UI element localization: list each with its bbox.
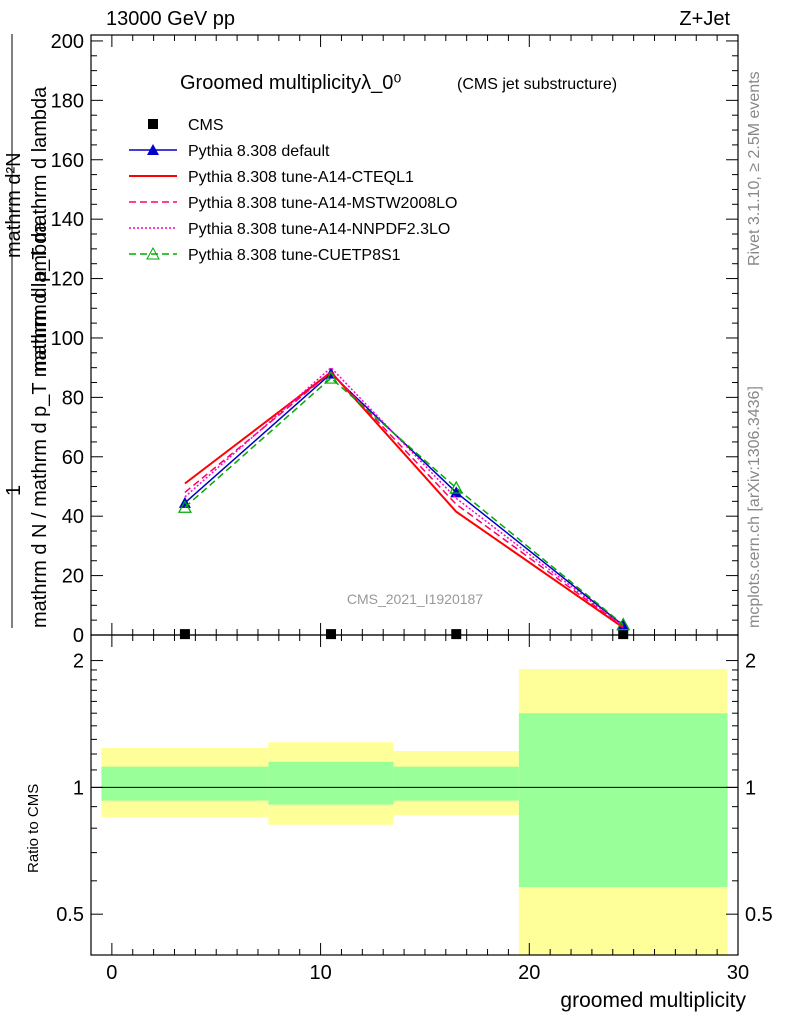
legend-label: Pythia 8.308 tune-A14-MSTW2008LO: [188, 195, 457, 212]
header-right: Z+Jet: [679, 8, 730, 30]
series-point-5: [449, 480, 464, 494]
ylabel-numerator: 1: [3, 485, 25, 496]
legend-label: Pythia 8.308 tune-A14-NNPDF2.3LO: [188, 221, 450, 238]
cms-data-point: [618, 629, 629, 640]
main-ytick-label: 200: [51, 31, 84, 53]
series-point-5: [324, 370, 339, 384]
ratio-xlabel: groomed multiplicity: [560, 989, 746, 1012]
main-ytick-label: 40: [62, 506, 84, 528]
watermark: CMS_2021_I1920187: [347, 591, 483, 607]
series-point-1: [450, 486, 463, 498]
legend: CMS Pythia 8.308 default Pythia 8.308 tune…: [129, 117, 457, 264]
ratio-ytick-label-right: 2: [745, 651, 756, 673]
ratio-ytick-label: 0.5: [56, 904, 84, 926]
main-ytick-label: 120: [51, 269, 84, 291]
series-line-3: [184, 371, 624, 628]
series-line-5: [184, 377, 624, 626]
series-point-1: [617, 619, 630, 631]
legend-marker-1: [147, 144, 159, 155]
ylabel-numerator-top: mathrm d²N: [3, 152, 25, 258]
ratio-band-inner: [393, 766, 519, 801]
main-title: Groomed multiplicityλ_0⁰: [180, 72, 401, 94]
ratio-ytick-label-right: 1: [745, 777, 756, 799]
ylabel-denominator-top: mathrm d p_T mathrm d lambda: [29, 86, 51, 372]
ratio-xtick-label: 20: [518, 962, 540, 984]
main-ytick-label: 180: [51, 90, 84, 112]
ratio-xtick-label: 10: [309, 962, 331, 984]
ratio-xtick-label: 0: [106, 962, 117, 984]
cms-data-point: [326, 629, 337, 640]
ratio-ytick-label-right: 0.5: [745, 904, 773, 926]
main-ytick-label: 0: [73, 625, 84, 647]
main-ytick-label: 80: [62, 387, 84, 409]
legend-label: Pythia 8.308 tune-CUETP8S1: [188, 247, 401, 264]
main-ytick-label: 60: [62, 447, 84, 469]
ratio-band-inner: [268, 761, 394, 805]
ratio-ytick-label: 2: [73, 651, 84, 673]
ratio-band-inner: [101, 766, 269, 801]
ratio-frame: [90, 634, 739, 956]
ratio-ytick-label: 1: [73, 777, 84, 799]
ylabel-denominator: mathrm d N / mathrm d p_T mathrm d lambd…: [29, 221, 51, 628]
ratio-xtick-label: 30: [727, 962, 749, 984]
series-line-4: [184, 366, 624, 627]
series-point-5: [177, 500, 192, 513]
legend-label: Pythia 8.308 default: [188, 143, 330, 160]
main-ytick-label: 100: [51, 328, 84, 350]
main-subtitle: (CMS jet substructure): [457, 76, 617, 93]
side-label-mcplots: mcplots.cern.ch [arXiv:1306.3436]: [746, 386, 763, 628]
main-ylabel: mathrm d²N mathrm d p_T mathrm d lambda …: [3, 34, 51, 628]
legend-label: CMS: [188, 117, 224, 134]
series-point-5: [616, 617, 631, 631]
series-line-1: [184, 372, 624, 627]
ratio-panel: 0.5 0.51 12 20 10 20 30 Ratio to CMS groomed m…: [25, 634, 773, 1012]
cms-data-point: [179, 629, 190, 640]
header-left: 13000 GeV pp: [106, 8, 235, 30]
cms-data-point: [451, 629, 462, 640]
ratio-band-inner: [518, 713, 728, 888]
main-ytick-label: 160: [51, 150, 84, 172]
ratio-ylabel: Ratio to CMS: [25, 784, 42, 873]
series-line-2: [184, 370, 624, 629]
legend-label: Pythia 8.308 tune-A14-CTEQL1: [188, 169, 414, 186]
main-ytick-label: 20: [62, 566, 84, 588]
side-label-rivet: Rivet 3.1.10, ≥ 2.5M events: [746, 71, 763, 266]
legend-marker-cms: [148, 119, 158, 129]
main-panel: 0 20 40 60 80 100 120 140 160 180 200 Groomed mult…: [3, 31, 739, 647]
legend-marker-5: [146, 246, 160, 260]
main-ytick-label: 140: [51, 209, 84, 231]
